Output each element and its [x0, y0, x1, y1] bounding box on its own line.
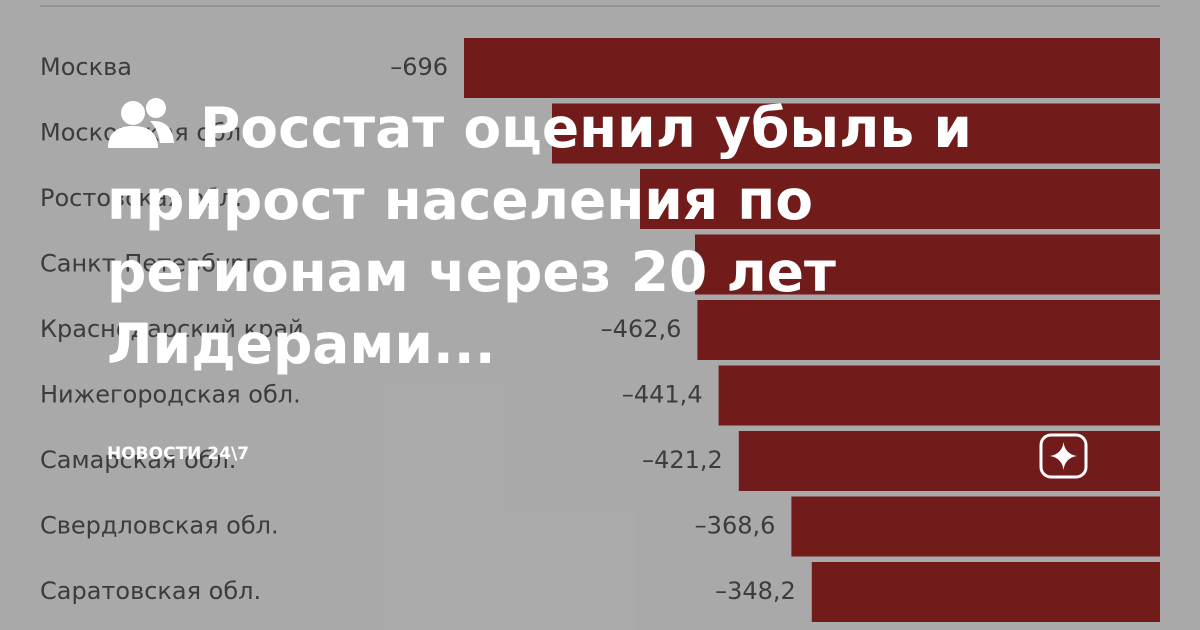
category-label: Москва: [40, 53, 132, 81]
value-label: –696: [390, 53, 448, 81]
category-label: Свердловская обл.: [40, 512, 279, 540]
bar: [695, 234, 1160, 295]
bar: [464, 38, 1160, 98]
category-label: Санкт-Петербург: [40, 250, 258, 278]
value-label: –348,2: [715, 577, 796, 605]
category-label: Саратовская обл.: [40, 577, 261, 605]
bar: [738, 431, 1160, 491]
bar: [552, 103, 1160, 164]
bar: [791, 496, 1160, 557]
source-name[interactable]: НОВОСТИ 24\7: [107, 444, 250, 464]
bar: [718, 365, 1160, 426]
value-label: –368,6: [695, 512, 776, 540]
bar: [697, 300, 1160, 360]
value-label: –462,6: [601, 315, 682, 343]
group-icon: [108, 98, 174, 148]
value-label: –441,4: [622, 381, 703, 409]
category-label: Краснодарский край: [40, 315, 304, 343]
category-label: Самарская обл.: [40, 446, 236, 474]
bar: [640, 169, 1160, 229]
value-label: –421,2: [642, 446, 723, 474]
bar: [811, 562, 1160, 622]
dzen-logo: [1039, 433, 1088, 479]
category-label: Нижегородская обл.: [40, 381, 301, 409]
category-label: Ростовская обл.: [40, 184, 242, 212]
headline[interactable]: Росстат оценил убыль и прирост населения…: [107, 96, 972, 376]
